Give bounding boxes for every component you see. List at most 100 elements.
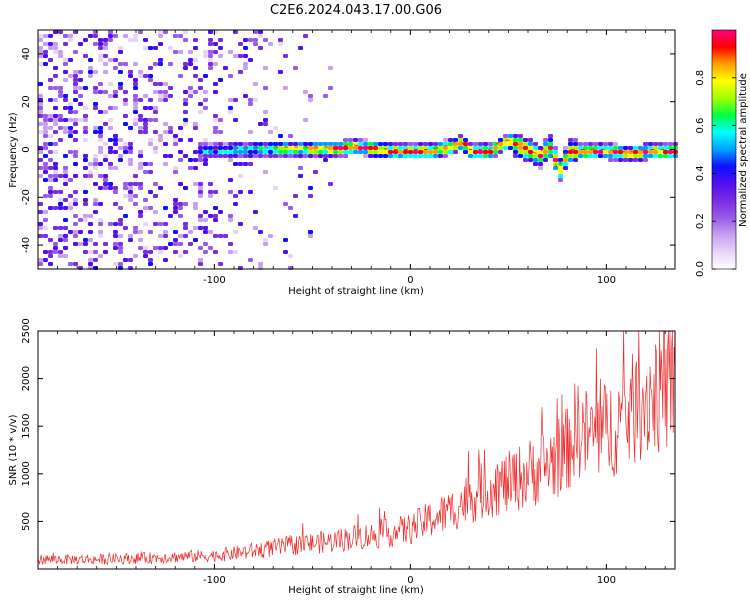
heatmap-cell <box>358 146 363 150</box>
heatmap-cell <box>98 202 103 206</box>
heatmap-cell <box>103 182 108 186</box>
heatmap-cell <box>213 234 218 238</box>
heatmap-cell <box>543 142 548 146</box>
heatmap-cell <box>318 142 323 146</box>
heatmap-cell <box>88 74 93 78</box>
heatmap-cell <box>248 146 253 150</box>
heatmap-cell <box>128 258 133 262</box>
heatmap-cell <box>233 202 238 206</box>
heatmap-cell <box>133 194 138 198</box>
heatmap-cell <box>198 142 203 146</box>
heatmap-cell <box>173 250 178 254</box>
heatmap-cell <box>113 142 118 146</box>
heatmap-cell <box>448 142 453 146</box>
heatmap-cell <box>268 234 273 238</box>
heatmap-cell <box>43 250 48 254</box>
heatmap-cell <box>228 150 233 154</box>
heatmap-cell <box>253 30 258 34</box>
heatmap-cell <box>213 42 218 46</box>
heatmap-cell <box>608 154 613 158</box>
heatmap-cell <box>123 226 128 230</box>
heatmap-cell <box>143 162 148 166</box>
heatmap-cell <box>248 130 253 134</box>
heatmap-cell <box>328 86 333 90</box>
heatmap-cell <box>103 90 108 94</box>
heatmap-cell <box>228 142 233 146</box>
heatmap-cell <box>253 150 258 154</box>
heatmap-cell <box>588 150 593 154</box>
heatmap-cell <box>103 62 108 66</box>
heatmap-cell <box>98 82 103 86</box>
heatmap-cell <box>178 50 183 54</box>
heatmap-cell <box>163 234 168 238</box>
heatmap-cell <box>133 182 138 186</box>
heatmap-cell <box>118 246 123 250</box>
heatmap-cell <box>193 74 198 78</box>
heatmap-cell <box>308 230 313 234</box>
heatmap-cell <box>508 138 513 142</box>
heatmap-cell <box>343 146 348 150</box>
heatmap-cell <box>213 50 218 54</box>
heatmap-cell <box>578 154 583 158</box>
heatmap-cell <box>48 46 53 50</box>
heatmap-cell <box>68 178 73 182</box>
heatmap-cell <box>263 142 268 146</box>
heatmap-cell <box>158 250 163 254</box>
heatmap-cell <box>403 154 408 158</box>
heatmap-cell <box>238 70 243 74</box>
heatmap-cell <box>513 142 518 146</box>
spectrogram-y-axis-label: Frequency (Hz) <box>8 112 19 188</box>
heatmap-cell <box>73 98 78 102</box>
heatmap-cell <box>173 166 178 170</box>
heatmap-cell <box>148 78 153 82</box>
heatmap-cell <box>603 154 608 158</box>
heatmap-cell <box>158 42 163 46</box>
heatmap-cell <box>443 146 448 150</box>
heatmap-cell <box>73 190 78 194</box>
heatmap-cell <box>243 142 248 146</box>
heatmap-cell <box>458 138 463 142</box>
heatmap-cell <box>638 154 643 158</box>
heatmap-cell <box>298 154 303 158</box>
heatmap-cell <box>213 118 218 122</box>
spectrogram-y-tick-label: -20 <box>21 189 32 205</box>
heatmap-cell <box>488 154 493 158</box>
heatmap-cell <box>63 58 68 62</box>
heatmap-cell <box>48 262 53 266</box>
heatmap-cell <box>43 34 48 38</box>
heatmap-cell <box>48 238 53 242</box>
heatmap-cell <box>508 142 513 146</box>
heatmap-cell <box>563 162 568 166</box>
heatmap-cell <box>228 154 233 158</box>
heatmap-cell <box>48 58 53 62</box>
heatmap-cell <box>258 142 263 146</box>
heatmap-cell <box>518 146 523 150</box>
heatmap-cell <box>93 106 98 110</box>
heatmap-cell <box>63 94 68 98</box>
heatmap-cell <box>93 154 98 158</box>
heatmap-cell <box>548 134 553 138</box>
heatmap-cell <box>493 146 498 150</box>
heatmap-cell <box>158 222 163 226</box>
heatmap-cell <box>153 194 158 198</box>
heatmap-cell <box>93 102 98 106</box>
heatmap-cell <box>123 194 128 198</box>
heatmap-cell <box>148 190 153 194</box>
heatmap-cell <box>103 158 108 162</box>
heatmap-cell <box>38 54 43 58</box>
heatmap-cell <box>338 146 343 150</box>
heatmap-cell <box>483 154 488 158</box>
heatmap-cell <box>93 34 98 38</box>
heatmap-cell <box>123 102 128 106</box>
heatmap-cell <box>188 242 193 246</box>
heatmap-cell <box>203 250 208 254</box>
heatmap-cell <box>573 158 578 162</box>
heatmap-cell <box>158 58 163 62</box>
heatmap-cell <box>38 102 43 106</box>
heatmap-cell <box>93 210 98 214</box>
heatmap-cell <box>83 242 88 246</box>
heatmap-cell <box>378 150 383 154</box>
heatmap-cell <box>93 250 98 254</box>
snr-x-axis-label: Height of straight line (km) <box>288 585 424 596</box>
heatmap-cell <box>408 150 413 154</box>
